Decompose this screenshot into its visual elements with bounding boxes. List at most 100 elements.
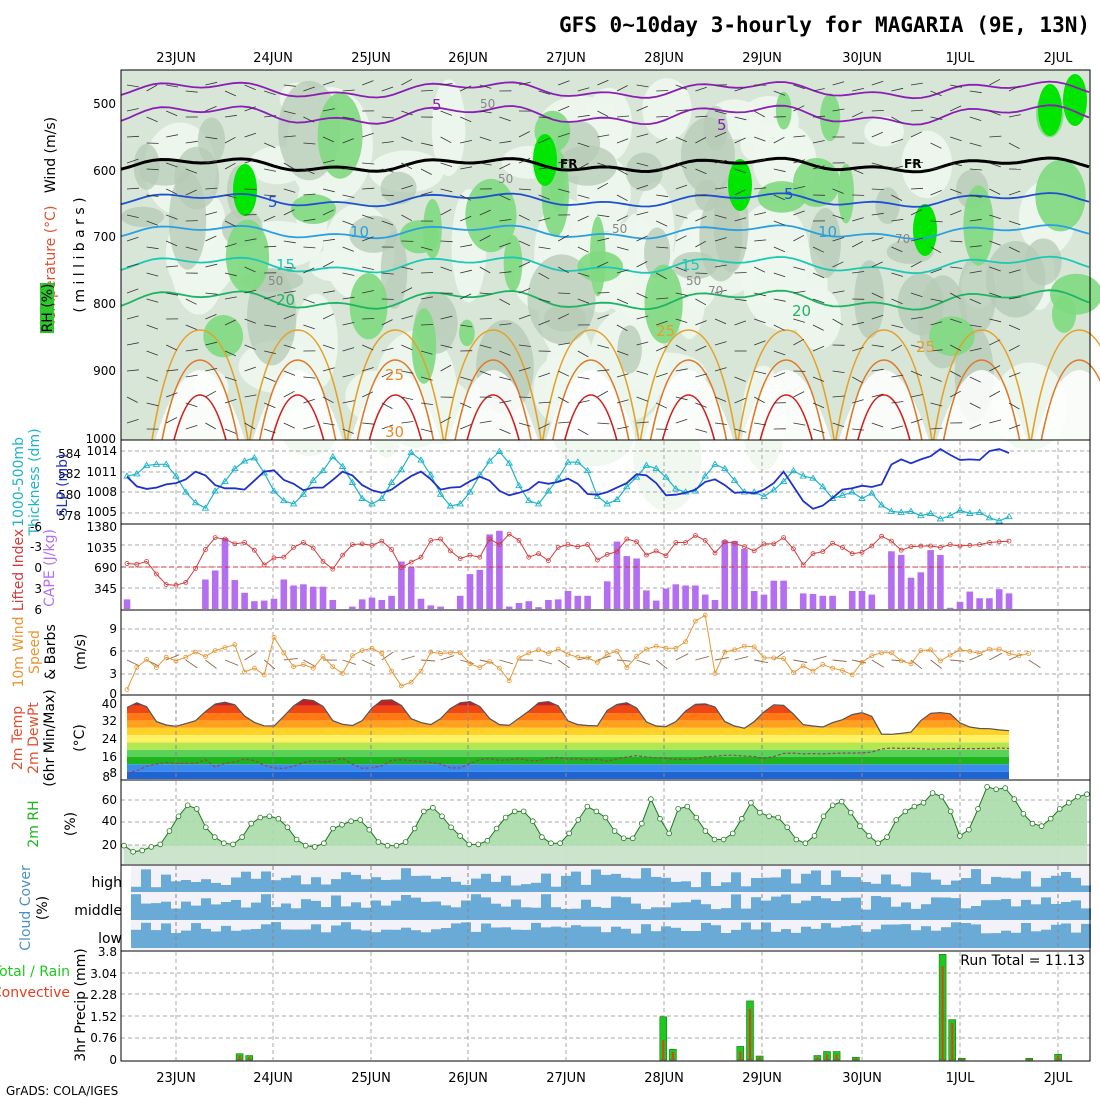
wind-barb bbox=[734, 376, 746, 382]
wind-barb bbox=[989, 188, 1001, 195]
bottom-date-label: 1JUL bbox=[946, 1071, 976, 1086]
wind-barb bbox=[754, 136, 766, 142]
cloud-high-cell bbox=[291, 875, 301, 892]
wind-barb bbox=[812, 272, 825, 279]
wind-barb bbox=[832, 237, 845, 242]
cape-bar bbox=[123, 599, 131, 609]
rh-mid-patch bbox=[246, 268, 297, 366]
li-tick: 6 bbox=[34, 603, 42, 617]
wind-barb bbox=[283, 188, 296, 193]
rh-point bbox=[966, 826, 972, 833]
cape-bar bbox=[260, 600, 268, 609]
wind-barb bbox=[244, 422, 256, 430]
wind-tick: 3 bbox=[109, 667, 117, 681]
wind-axis-label-3: & Barbs bbox=[43, 624, 59, 680]
rh-point bbox=[984, 784, 990, 790]
wind-barb bbox=[989, 162, 1001, 168]
wind-barb bbox=[930, 116, 943, 120]
wind-speed-point bbox=[291, 664, 297, 670]
wind-barb bbox=[322, 108, 335, 112]
wind-barb bbox=[832, 370, 845, 373]
wind-barb bbox=[969, 424, 982, 430]
cloud-low-cell bbox=[751, 929, 761, 948]
cape-bar bbox=[211, 570, 219, 609]
wind-barb bbox=[362, 214, 374, 220]
cloud-low-cell bbox=[291, 929, 301, 948]
temperature-contour bbox=[639, 329, 738, 441]
temperature-contour bbox=[120, 104, 1090, 126]
thickness-point bbox=[162, 460, 170, 467]
wind-barb bbox=[362, 659, 376, 667]
cloud-high-cell bbox=[971, 869, 981, 892]
cloud-low-cell bbox=[961, 923, 971, 948]
wind-panel: 9 6 3 0 10m Wind Speed & Barbs (m/s) bbox=[11, 609, 1091, 701]
wind-speed-point bbox=[163, 654, 169, 660]
wind-barb bbox=[695, 345, 707, 352]
contour-label: 25 bbox=[916, 338, 935, 356]
cloud-low-cell bbox=[451, 923, 461, 948]
rh-point bbox=[911, 803, 918, 810]
wind-barb bbox=[910, 418, 923, 424]
wind-barb bbox=[969, 245, 982, 248]
li-point bbox=[163, 582, 169, 587]
li-point bbox=[477, 554, 483, 560]
cloud-unit-label: (%) bbox=[35, 896, 51, 920]
dewpt-axis-label: 2m DewPt bbox=[26, 702, 42, 774]
wind-barb bbox=[244, 318, 256, 324]
wind-unit-label: (m/s) bbox=[73, 634, 89, 671]
contour-label: FR bbox=[904, 157, 921, 171]
wind-barb bbox=[930, 90, 942, 97]
cape-tick: 690 bbox=[94, 561, 117, 575]
wind-barb bbox=[224, 350, 237, 357]
wind-barb bbox=[950, 188, 962, 194]
cloud-low-cell bbox=[171, 933, 181, 948]
wind-speed-point bbox=[830, 665, 835, 671]
precip-series-layer bbox=[235, 954, 1062, 1061]
wind-barb bbox=[989, 240, 1001, 246]
thickness-point bbox=[270, 487, 278, 494]
cloud-low-cell bbox=[651, 931, 661, 948]
wind-barb bbox=[950, 162, 962, 167]
cloud-low-cell bbox=[801, 926, 811, 948]
cape-bar bbox=[358, 599, 366, 609]
cape-bar bbox=[633, 558, 640, 609]
cloud-high-cell bbox=[1031, 886, 1041, 892]
pressure-tick: 800 bbox=[93, 297, 116, 311]
cloud-high-cell bbox=[871, 883, 881, 892]
wind-barb bbox=[656, 297, 669, 300]
wind-speed-point bbox=[614, 648, 620, 654]
credit-label: GrADS: COLA/IGES bbox=[6, 1084, 118, 1098]
wind-speed-point bbox=[546, 651, 551, 656]
temperature-contour bbox=[248, 329, 347, 441]
cloud-low-cell bbox=[1021, 923, 1031, 948]
cape-bar bbox=[398, 561, 405, 609]
li-point bbox=[506, 531, 512, 537]
wind-speed-point bbox=[634, 654, 639, 659]
wind-barb bbox=[871, 212, 884, 216]
wind-speed-point bbox=[781, 656, 786, 662]
cloud-low-cell bbox=[261, 924, 271, 948]
wind-barb bbox=[910, 131, 922, 138]
wind-barb bbox=[283, 314, 296, 320]
rh-high-patch bbox=[290, 194, 337, 224]
temperature-contour bbox=[1040, 359, 1100, 441]
thickness-point bbox=[995, 517, 1003, 524]
wind-barb bbox=[714, 341, 727, 346]
li-point bbox=[330, 566, 336, 572]
wind-barb bbox=[342, 322, 355, 326]
cloud-middle-cell bbox=[751, 897, 761, 920]
wind-barb bbox=[891, 298, 903, 305]
wind-barb bbox=[322, 238, 335, 242]
contour-label: 50 bbox=[268, 274, 283, 288]
wind-barb bbox=[714, 214, 727, 219]
wind-barb bbox=[558, 80, 570, 86]
rh-point bbox=[702, 828, 709, 834]
rh-point bbox=[348, 818, 354, 824]
wind-barb bbox=[636, 211, 649, 216]
thickness-line bbox=[126, 450, 1010, 522]
wind-barb bbox=[734, 397, 746, 404]
wind-barb bbox=[616, 350, 629, 356]
wind-barb bbox=[891, 272, 904, 277]
rh2m-unit-label: (%) bbox=[63, 812, 79, 836]
wind-barb bbox=[224, 90, 237, 97]
